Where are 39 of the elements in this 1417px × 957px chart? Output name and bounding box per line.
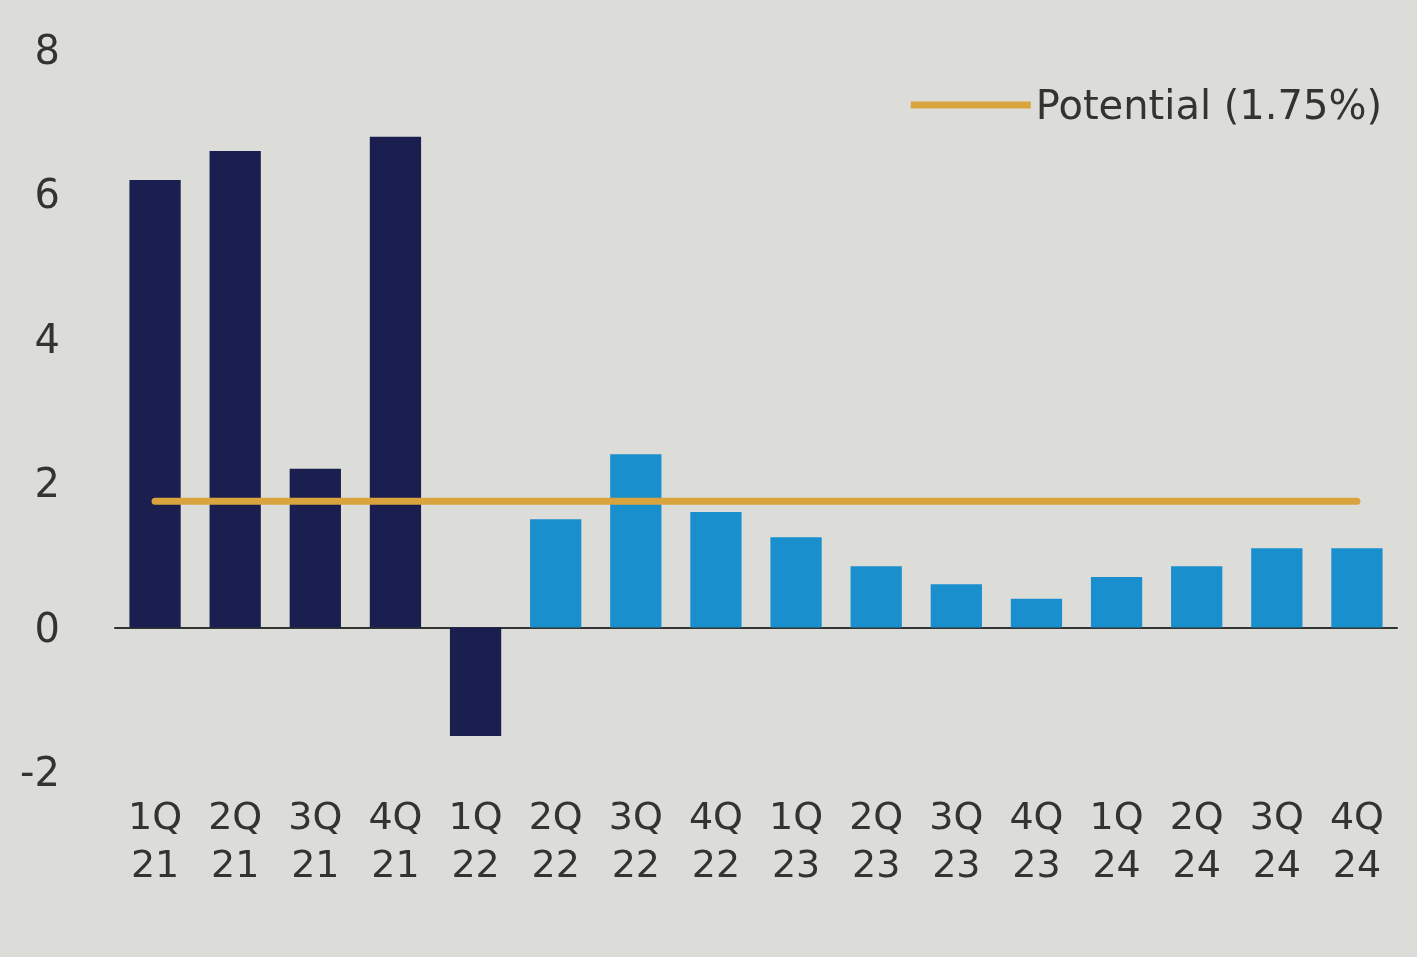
x-tick-label: 4Q 24	[1329, 794, 1384, 886]
bar	[1251, 548, 1303, 628]
bar	[930, 584, 982, 628]
x-tick-label: 2Q 24	[1169, 794, 1224, 886]
legend-label: Potential (1.75%)	[1035, 82, 1382, 128]
bar	[850, 566, 902, 628]
x-tick-label: 1Q 24	[1089, 794, 1144, 886]
y-tick-label: 6	[34, 171, 60, 218]
x-tick-label: 1Q 22	[448, 794, 503, 886]
bar	[289, 468, 341, 628]
bar	[129, 179, 181, 628]
bar	[530, 519, 582, 628]
x-tick-label: 3Q 24	[1249, 794, 1304, 886]
x-tick-label: 3Q 21	[288, 794, 343, 886]
x-tick-label: 4Q 21	[368, 794, 423, 886]
y-tick-label: -2	[20, 749, 60, 795]
x-tick-label: 3Q 22	[608, 794, 663, 886]
x-tick-label: 4Q 23	[1009, 794, 1064, 886]
x-tick-label: 1Q 23	[769, 794, 824, 886]
bar	[369, 136, 422, 628]
x-tick-label: 1Q 21	[128, 794, 183, 886]
bar	[690, 512, 742, 628]
x-tick-label: 2Q 23	[849, 794, 904, 886]
bar	[1010, 598, 1063, 628]
bar	[1090, 577, 1143, 628]
bar	[1331, 548, 1383, 628]
bar	[610, 454, 662, 628]
x-tick-label: 3Q 23	[929, 794, 984, 886]
bar	[770, 537, 822, 628]
y-tick-label: 8	[34, 27, 60, 73]
y-tick-label: 0	[34, 604, 60, 651]
bar	[449, 627, 502, 736]
x-tick-label: 2Q 21	[208, 794, 263, 886]
bar	[209, 151, 261, 628]
x-tick-label: 4Q 22	[688, 794, 743, 886]
bar	[1171, 566, 1223, 628]
x-tick-label: 2Q 22	[528, 794, 583, 886]
y-tick-label: 2	[34, 460, 60, 507]
y-tick-label: 4	[34, 315, 60, 362]
